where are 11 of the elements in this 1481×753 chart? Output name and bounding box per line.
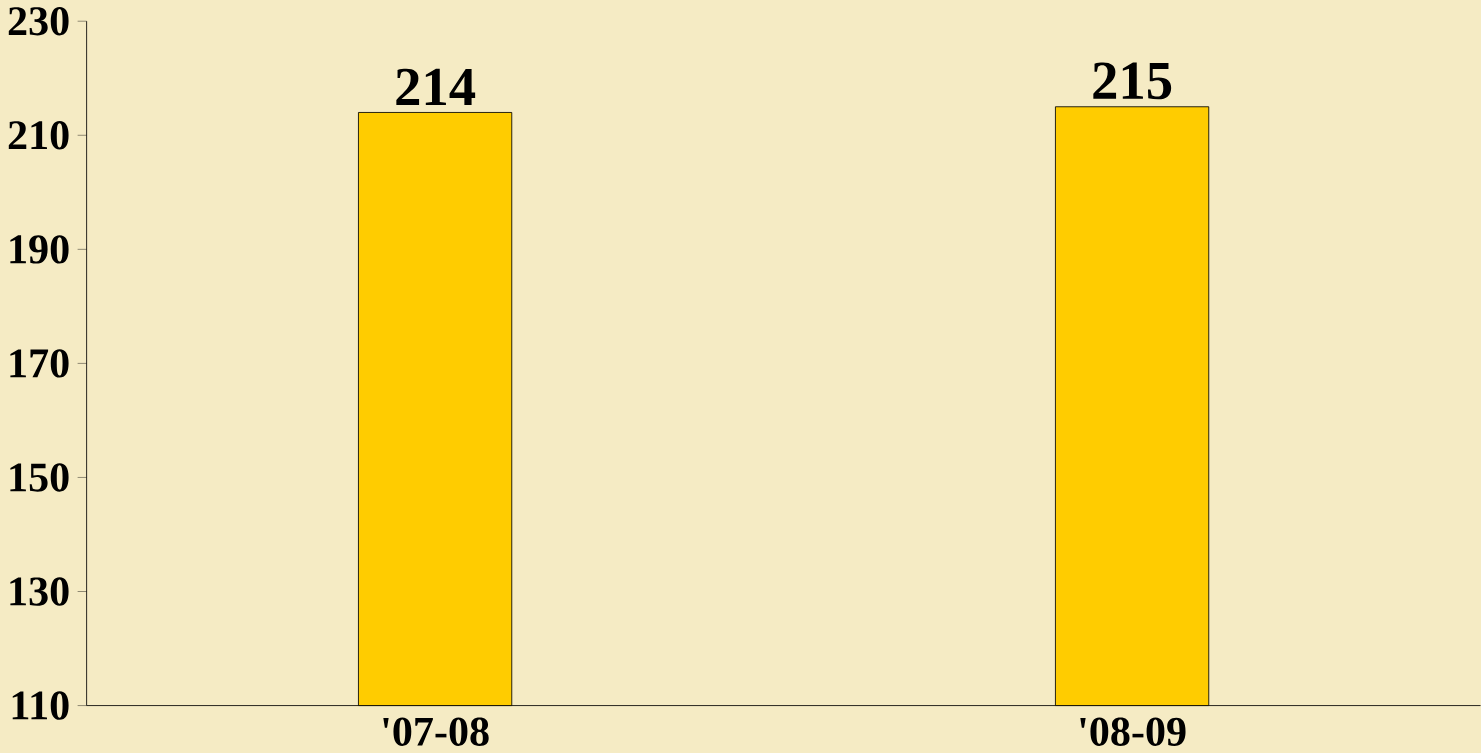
y-tick-label: 130 <box>10 577 69 606</box>
y-tick-label: 110 <box>12 691 69 720</box>
data-label: 214 <box>396 68 476 106</box>
y-tick-label: 150 <box>10 463 69 492</box>
y-tick-label: 230 <box>8 7 69 36</box>
y-tick-label: 170 <box>10 349 69 378</box>
y-tick-label: 190 <box>10 235 69 264</box>
y-tick-label: 210 <box>8 121 69 150</box>
x-tick-label: '08-09 <box>1080 717 1186 746</box>
x-tick-label: '07-08 <box>383 717 489 746</box>
data-label: 215 <box>1093 62 1172 100</box>
